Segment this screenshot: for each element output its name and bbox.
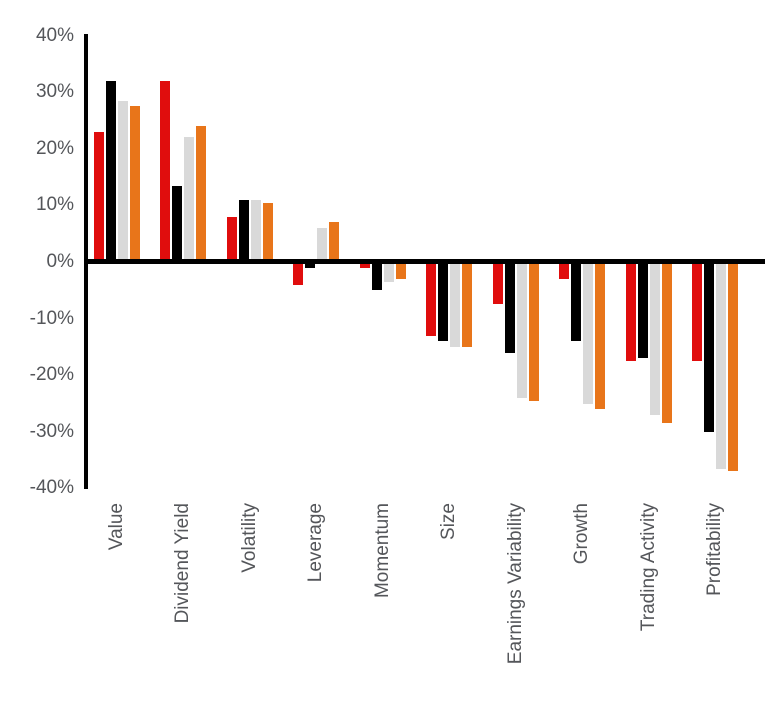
bar-black-series: [105, 80, 116, 262]
bar-orange-series: [661, 262, 672, 424]
x-axis-label: Value: [105, 503, 127, 551]
bar-orange-series: [528, 262, 539, 401]
bar-black-series: [371, 262, 382, 291]
bar-orange-series: [262, 202, 273, 262]
bar-black-series: [172, 185, 182, 262]
bar-gray-series: [383, 262, 394, 282]
bar-black-series: [305, 262, 315, 268]
bar-orange-series: [196, 126, 206, 262]
bar-black-series: [704, 262, 714, 432]
x-axis-label: Trading Activity: [637, 503, 659, 632]
y-axis-tick-label: -10%: [29, 307, 74, 329]
x-axis-label: Dividend Yield: [172, 503, 193, 624]
bar-red-series: [359, 262, 370, 268]
bar-gray-series: [184, 137, 194, 262]
bar-orange-series: [329, 222, 339, 262]
y-axis-tick-label: 0%: [46, 251, 74, 272]
bar-gray-series: [117, 100, 128, 262]
bar-red-series: [559, 262, 569, 279]
bar-black-series: [438, 262, 448, 342]
x-axis-label: Profitability: [704, 503, 725, 596]
bar-orange-series: [462, 262, 472, 347]
bar-black-series: [238, 199, 249, 262]
x-axis-label: Growth: [571, 503, 592, 565]
bar-black-series: [504, 262, 515, 353]
bar-gray-series: [317, 228, 327, 262]
bar-orange-series: [395, 262, 406, 279]
bar-red-series: [625, 262, 636, 362]
bar-black-series: [571, 262, 581, 342]
bar-gray-series: [516, 262, 527, 398]
bar-gray-series: [250, 199, 261, 262]
bar-red-series: [692, 262, 702, 362]
bar-black-series: [637, 262, 648, 359]
y-axis-tick-label: -20%: [29, 364, 74, 386]
bar-red-series: [293, 262, 303, 285]
y-axis-tick-label: -30%: [29, 420, 74, 442]
x-axis-label: Size: [438, 503, 459, 540]
bar-red-series: [426, 262, 436, 336]
y-axis-tick-label: 20%: [35, 137, 74, 159]
bar-red-series: [93, 131, 104, 262]
bar-orange-series: [728, 262, 738, 472]
bar-gray-series: [716, 262, 726, 469]
bar-orange-series: [595, 262, 605, 410]
y-axis-tick-label: -40%: [29, 477, 74, 499]
x-axis-label: Volatility: [238, 503, 260, 573]
bar-gray-series: [583, 262, 593, 404]
y-axis-tick-label: 10%: [35, 194, 74, 216]
bar-red-series: [160, 80, 170, 262]
y-axis-tick-label: 40%: [35, 24, 74, 46]
bar-gray-series: [450, 262, 460, 347]
bar-orange-series: [129, 106, 140, 262]
bar-gray-series: [649, 262, 660, 415]
x-axis-label: Earnings Variability: [504, 503, 526, 665]
y-axis-tick-label: 30%: [35, 81, 74, 103]
bar-red-series: [226, 216, 237, 262]
zero-baseline: [84, 259, 765, 264]
x-axis-label: Leverage: [305, 503, 326, 583]
bar-red-series: [492, 262, 503, 305]
x-axis-label: Momentum: [371, 503, 393, 599]
